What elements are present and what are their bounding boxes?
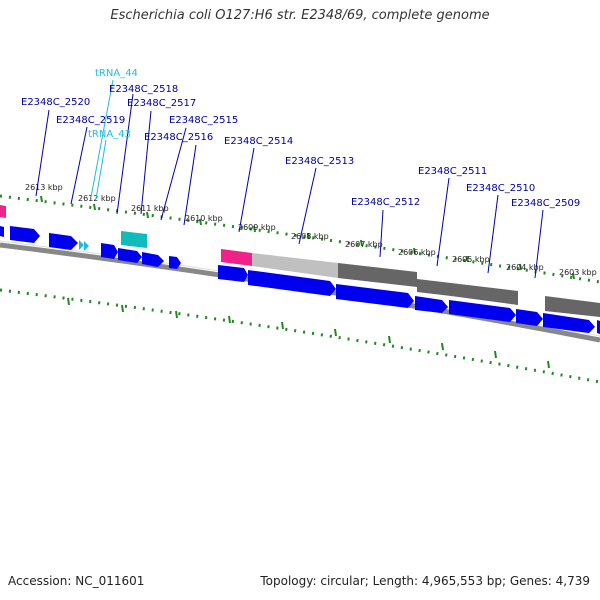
ruler-label: 2613 kbp	[25, 183, 63, 192]
ruler-label: 2608 kbp	[291, 232, 329, 241]
gene-label: E2348C_2511	[418, 166, 487, 177]
leader-lines	[35, 93, 544, 279]
gene-label: E2348C_2512	[351, 197, 420, 208]
gene-label: tRNA_43	[88, 129, 131, 140]
ruler-label: 2611 kbp	[131, 204, 169, 213]
gene-labels: tRNA_44 E2348C_2518 E2348C_2520 E2348C_2…	[21, 68, 580, 209]
gene-label: E2348C_2510	[466, 183, 535, 194]
highlight-track	[0, 205, 600, 317]
ruler-label: 2604 kbp	[506, 263, 544, 272]
accession-text: Accession: NC_011601	[8, 574, 145, 588]
ruler-label: 2612 kbp	[78, 194, 116, 203]
trna-markers	[79, 240, 89, 251]
cds-track-lower	[218, 265, 600, 334]
trna-leader-lines	[90, 79, 114, 200]
gene-label: E2348C_2518	[109, 84, 178, 95]
genome-summary-text: Topology: circular; Length: 4,965,553 bp…	[260, 574, 590, 588]
gene-label: E2348C_2519	[56, 115, 125, 126]
gene-label: tRNA_44	[95, 68, 138, 79]
gene-label: E2348C_2509	[511, 198, 580, 209]
outer-ruler-ticks	[40, 195, 575, 280]
ruler-label: 2607 kbp	[345, 240, 383, 249]
ruler-label: 2610 kbp	[185, 214, 223, 223]
gene-label: E2348C_2516	[144, 132, 213, 143]
ruler-labels: 2613 kbp 2612 kbp 2611 kbp 2610 kbp 2609…	[25, 183, 597, 277]
gene-label: E2348C_2514	[224, 136, 293, 147]
gene-label: E2348C_2517	[127, 98, 196, 109]
map-title: Escherichia coli O127:H6 str. E2348/69, …	[110, 8, 490, 23]
gene-label: E2348C_2513	[285, 156, 354, 167]
ruler-label: 2605 kbp	[452, 255, 490, 264]
ruler-label: 2603 kbp	[559, 268, 597, 277]
ruler-label: 2609 kbp	[238, 223, 276, 232]
gene-label: E2348C_2515	[169, 115, 238, 126]
inner-ruler-ticks	[67, 297, 550, 369]
gene-label: E2348C_2520	[21, 97, 90, 108]
ruler-label: 2606 kbp	[398, 248, 436, 257]
cds-track-upper	[0, 226, 181, 269]
